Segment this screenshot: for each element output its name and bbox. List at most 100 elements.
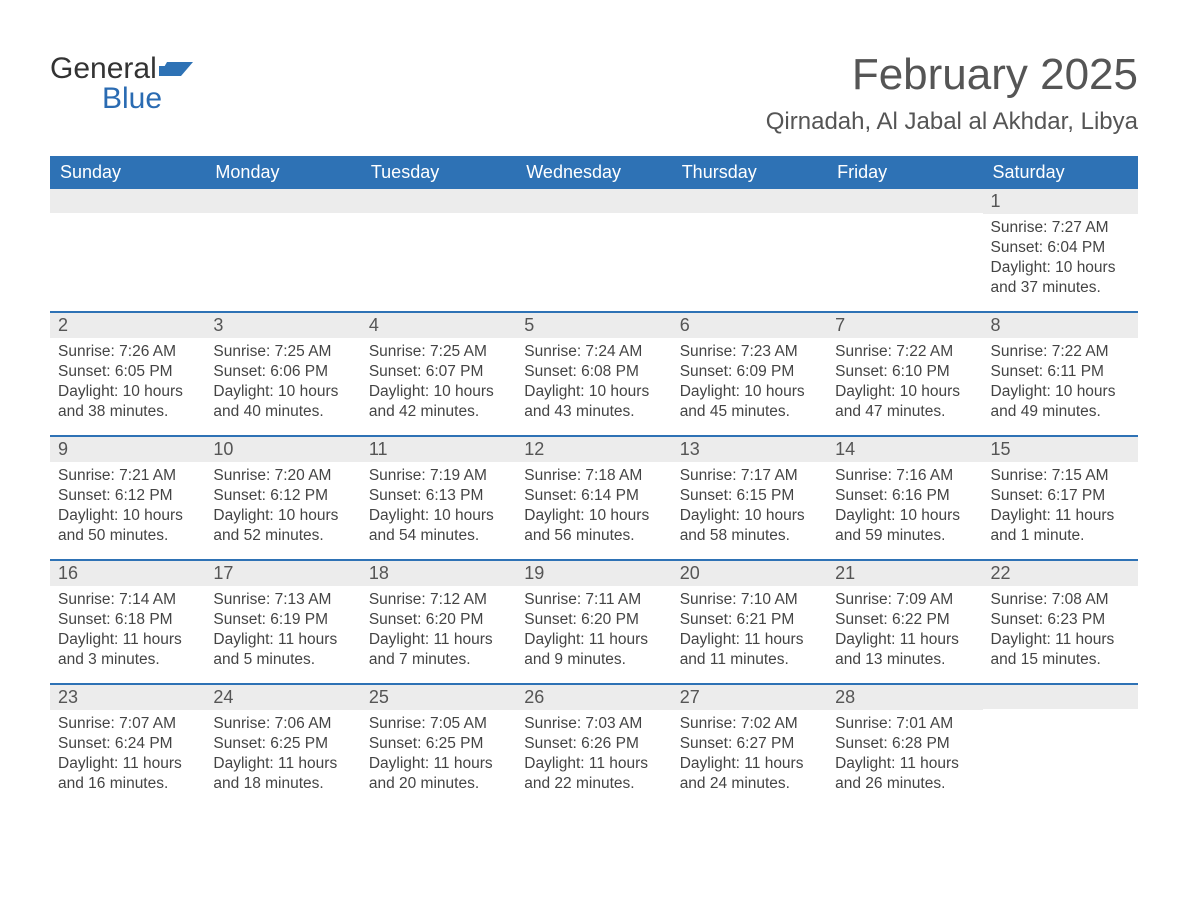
- sunset-text: Sunset: 6:12 PM: [58, 486, 197, 506]
- daylight-text: Daylight: 11 hours and 9 minutes.: [524, 630, 663, 670]
- sunrise-text: Sunrise: 7:08 AM: [991, 590, 1130, 610]
- day-number: 11: [361, 437, 516, 462]
- cell-body: Sunrise: 7:17 AMSunset: 6:15 PMDaylight:…: [672, 462, 827, 553]
- daylight-text: Daylight: 10 hours and 59 minutes.: [835, 506, 974, 546]
- calendar-cell: 17Sunrise: 7:13 AMSunset: 6:19 PMDayligh…: [205, 561, 360, 683]
- sunrise-text: Sunrise: 7:16 AM: [835, 466, 974, 486]
- day-number: 19: [516, 561, 671, 586]
- sunset-text: Sunset: 6:04 PM: [991, 238, 1130, 258]
- day-number: 26: [516, 685, 671, 710]
- sunset-text: Sunset: 6:24 PM: [58, 734, 197, 754]
- sunset-text: Sunset: 6:20 PM: [369, 610, 508, 630]
- sunrise-text: Sunrise: 7:03 AM: [524, 714, 663, 734]
- daylight-text: Daylight: 11 hours and 18 minutes.: [213, 754, 352, 794]
- calendar-cell: 16Sunrise: 7:14 AMSunset: 6:18 PMDayligh…: [50, 561, 205, 683]
- calendar-cell: 27Sunrise: 7:02 AMSunset: 6:27 PMDayligh…: [672, 685, 827, 807]
- calendar-cell: 9Sunrise: 7:21 AMSunset: 6:12 PMDaylight…: [50, 437, 205, 559]
- sunrise-text: Sunrise: 7:27 AM: [991, 218, 1130, 238]
- sunset-text: Sunset: 6:25 PM: [369, 734, 508, 754]
- sunset-text: Sunset: 6:14 PM: [524, 486, 663, 506]
- cell-body: Sunrise: 7:16 AMSunset: 6:16 PMDaylight:…: [827, 462, 982, 553]
- daylight-text: Daylight: 11 hours and 13 minutes.: [835, 630, 974, 670]
- cell-body: Sunrise: 7:20 AMSunset: 6:12 PMDaylight:…: [205, 462, 360, 553]
- cell-body: Sunrise: 7:13 AMSunset: 6:19 PMDaylight:…: [205, 586, 360, 677]
- day-number: [672, 189, 827, 213]
- sunset-text: Sunset: 6:16 PM: [835, 486, 974, 506]
- daylight-text: Daylight: 10 hours and 54 minutes.: [369, 506, 508, 546]
- day-number: 20: [672, 561, 827, 586]
- cell-body: Sunrise: 7:07 AMSunset: 6:24 PMDaylight:…: [50, 710, 205, 801]
- sunrise-text: Sunrise: 7:02 AM: [680, 714, 819, 734]
- sunrise-text: Sunrise: 7:15 AM: [991, 466, 1130, 486]
- day-number: 1: [983, 189, 1138, 214]
- calendar-cell: 22Sunrise: 7:08 AMSunset: 6:23 PMDayligh…: [983, 561, 1138, 683]
- sunset-text: Sunset: 6:15 PM: [680, 486, 819, 506]
- cell-body: Sunrise: 7:19 AMSunset: 6:13 PMDaylight:…: [361, 462, 516, 553]
- calendar-weeks: 1Sunrise: 7:27 AMSunset: 6:04 PMDaylight…: [50, 189, 1138, 807]
- header: General Blue February 2025 Qirnadah, Al …: [50, 50, 1138, 150]
- day-header: Sunday: [50, 156, 205, 189]
- sunrise-text: Sunrise: 7:21 AM: [58, 466, 197, 486]
- sunrise-text: Sunrise: 7:19 AM: [369, 466, 508, 486]
- day-number: 3: [205, 313, 360, 338]
- cell-body: Sunrise: 7:26 AMSunset: 6:05 PMDaylight:…: [50, 338, 205, 429]
- sunrise-text: Sunrise: 7:22 AM: [835, 342, 974, 362]
- logo-word-2: Blue: [102, 82, 162, 115]
- sunset-text: Sunset: 6:09 PM: [680, 362, 819, 382]
- sunset-text: Sunset: 6:19 PM: [213, 610, 352, 630]
- day-number: 2: [50, 313, 205, 338]
- cell-body: Sunrise: 7:25 AMSunset: 6:06 PMDaylight:…: [205, 338, 360, 429]
- day-number: 10: [205, 437, 360, 462]
- day-number: 17: [205, 561, 360, 586]
- cell-body: Sunrise: 7:27 AMSunset: 6:04 PMDaylight:…: [983, 214, 1138, 305]
- cell-body: Sunrise: 7:01 AMSunset: 6:28 PMDaylight:…: [827, 710, 982, 801]
- calendar-cell: 8Sunrise: 7:22 AMSunset: 6:11 PMDaylight…: [983, 313, 1138, 435]
- sunrise-text: Sunrise: 7:17 AM: [680, 466, 819, 486]
- sunrise-text: Sunrise: 7:01 AM: [835, 714, 974, 734]
- cell-body: [827, 213, 982, 223]
- daylight-text: Daylight: 10 hours and 58 minutes.: [680, 506, 819, 546]
- cell-body: Sunrise: 7:02 AMSunset: 6:27 PMDaylight:…: [672, 710, 827, 801]
- calendar-cell: 21Sunrise: 7:09 AMSunset: 6:22 PMDayligh…: [827, 561, 982, 683]
- daylight-text: Daylight: 11 hours and 7 minutes.: [369, 630, 508, 670]
- cell-body: Sunrise: 7:11 AMSunset: 6:20 PMDaylight:…: [516, 586, 671, 677]
- day-number: 24: [205, 685, 360, 710]
- cell-body: Sunrise: 7:24 AMSunset: 6:08 PMDaylight:…: [516, 338, 671, 429]
- cell-body: Sunrise: 7:08 AMSunset: 6:23 PMDaylight:…: [983, 586, 1138, 677]
- calendar-cell: 28Sunrise: 7:01 AMSunset: 6:28 PMDayligh…: [827, 685, 982, 807]
- day-number: 16: [50, 561, 205, 586]
- sunset-text: Sunset: 6:20 PM: [524, 610, 663, 630]
- daylight-text: Daylight: 10 hours and 37 minutes.: [991, 258, 1130, 298]
- day-number: 4: [361, 313, 516, 338]
- cell-body: [361, 213, 516, 223]
- day-number: 18: [361, 561, 516, 586]
- day-number: [983, 685, 1138, 709]
- calendar-week: 2Sunrise: 7:26 AMSunset: 6:05 PMDaylight…: [50, 311, 1138, 435]
- calendar-cell: 25Sunrise: 7:05 AMSunset: 6:25 PMDayligh…: [361, 685, 516, 807]
- cell-body: Sunrise: 7:25 AMSunset: 6:07 PMDaylight:…: [361, 338, 516, 429]
- day-number: [361, 189, 516, 213]
- sunset-text: Sunset: 6:22 PM: [835, 610, 974, 630]
- sunrise-text: Sunrise: 7:18 AM: [524, 466, 663, 486]
- calendar-cell: 26Sunrise: 7:03 AMSunset: 6:26 PMDayligh…: [516, 685, 671, 807]
- calendar-cell: 4Sunrise: 7:25 AMSunset: 6:07 PMDaylight…: [361, 313, 516, 435]
- daylight-text: Daylight: 10 hours and 47 minutes.: [835, 382, 974, 422]
- day-number: 8: [983, 313, 1138, 338]
- sunset-text: Sunset: 6:08 PM: [524, 362, 663, 382]
- day-number: [516, 189, 671, 213]
- sunrise-text: Sunrise: 7:05 AM: [369, 714, 508, 734]
- cell-body: [983, 709, 1138, 719]
- daylight-text: Daylight: 11 hours and 16 minutes.: [58, 754, 197, 794]
- calendar-cell: 20Sunrise: 7:10 AMSunset: 6:21 PMDayligh…: [672, 561, 827, 683]
- day-number: 7: [827, 313, 982, 338]
- sunset-text: Sunset: 6:27 PM: [680, 734, 819, 754]
- day-number: 23: [50, 685, 205, 710]
- day-number: 15: [983, 437, 1138, 462]
- calendar-cell: 13Sunrise: 7:17 AMSunset: 6:15 PMDayligh…: [672, 437, 827, 559]
- day-header: Saturday: [983, 156, 1138, 189]
- daylight-text: Daylight: 11 hours and 26 minutes.: [835, 754, 974, 794]
- day-number: [50, 189, 205, 213]
- cell-body: [50, 213, 205, 223]
- calendar-cell: 11Sunrise: 7:19 AMSunset: 6:13 PMDayligh…: [361, 437, 516, 559]
- cell-body: Sunrise: 7:23 AMSunset: 6:09 PMDaylight:…: [672, 338, 827, 429]
